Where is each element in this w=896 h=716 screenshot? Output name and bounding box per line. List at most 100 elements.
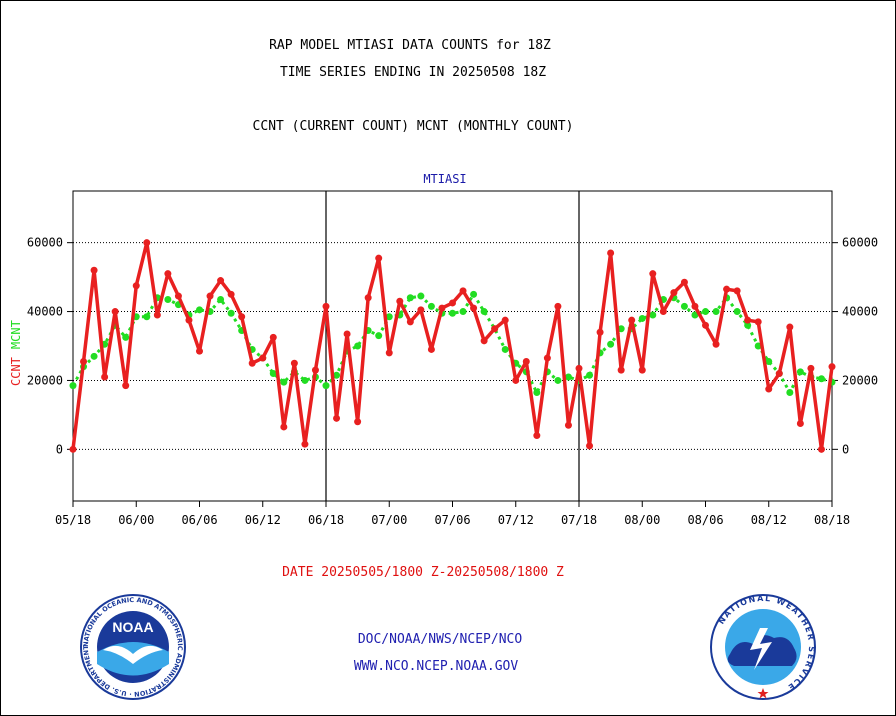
data-point-ccnt (301, 440, 309, 448)
data-point-ccnt (164, 270, 172, 278)
data-point-ccnt (174, 292, 182, 300)
data-point-mcnt (322, 382, 330, 390)
data-point-ccnt (564, 421, 572, 429)
data-point-ccnt (638, 366, 646, 374)
data-point-ccnt (333, 414, 341, 422)
data-point-ccnt (607, 249, 615, 257)
data-point-ccnt (512, 376, 520, 384)
data-point-mcnt (586, 371, 594, 379)
data-point-ccnt (723, 285, 731, 293)
x-tick-label: 08/12 (751, 513, 787, 527)
data-point-ccnt (217, 277, 225, 285)
y-tick-label-left: 0 (56, 442, 63, 456)
data-point-mcnt (564, 373, 572, 381)
x-tick-label: 06/06 (181, 513, 217, 527)
data-point-mcnt (406, 294, 414, 302)
credit-line: DOC/NOAA/NWS/NCEP/NCO (357, 632, 523, 647)
data-point-mcnt (354, 342, 362, 350)
data-point-mcnt (786, 389, 794, 396)
data-point-ccnt (628, 316, 636, 324)
data-point-ccnt (807, 364, 815, 372)
data-point-ccnt (417, 306, 425, 314)
y-axis-label-ccnt: CCNT (9, 357, 23, 386)
data-point-ccnt (322, 302, 330, 310)
chart-subtitle: CCNT (CURRENT COUNT) MCNT (MONTHLY COUNT… (252, 119, 574, 134)
data-point-mcnt (217, 296, 225, 303)
data-point-ccnt (227, 290, 235, 298)
data-point-mcnt (385, 313, 393, 321)
data-point-mcnt (744, 321, 752, 329)
data-point-ccnt (143, 239, 151, 247)
data-point-ccnt (269, 333, 277, 341)
data-point-ccnt (427, 345, 435, 353)
data-point-ccnt (575, 364, 583, 372)
data-point-ccnt (596, 328, 604, 336)
data-point-ccnt (364, 294, 372, 302)
data-point-mcnt (375, 332, 383, 340)
data-point-ccnt (80, 358, 88, 365)
data-point-ccnt (101, 373, 109, 381)
chart-title-line2: TIME SERIES ENDING IN 20250508 18Z (279, 65, 547, 80)
data-point-mcnt (617, 325, 625, 333)
data-point-mcnt (69, 382, 77, 390)
data-point-mcnt (607, 340, 615, 348)
data-point-mcnt (196, 306, 203, 314)
data-point-ccnt (311, 366, 319, 374)
data-point-mcnt (143, 313, 151, 321)
data-point-ccnt (238, 313, 246, 321)
x-tick-label: 07/06 (434, 513, 470, 527)
data-point-mcnt (691, 311, 699, 319)
data-point-ccnt (354, 418, 362, 426)
data-point-ccnt (786, 323, 794, 331)
data-point-ccnt (69, 445, 77, 453)
data-point-ccnt (343, 330, 351, 338)
data-point-ccnt (554, 302, 562, 310)
y-tick-label-right: 0 (842, 442, 849, 456)
y-axis-label: CCNT MCNT (9, 320, 23, 386)
y-tick-label-right: 20000 (842, 373, 878, 387)
data-point-mcnt (796, 368, 804, 376)
data-point-mcnt (459, 308, 467, 316)
data-point-ccnt (480, 337, 488, 345)
x-tick-label: 07/18 (561, 513, 597, 527)
data-point-mcnt (333, 371, 341, 379)
data-point-ccnt (543, 354, 551, 362)
chart-title: RAP MODEL MTIASI DATA COUNTS for 18Z (269, 38, 551, 53)
data-point-ccnt (649, 270, 657, 278)
data-point-ccnt (280, 423, 288, 431)
x-tick-label: 06/12 (245, 513, 281, 527)
data-point-ccnt (438, 304, 446, 312)
data-point-mcnt (501, 345, 509, 353)
website-link[interactable]: WWW.NCO.NCEP.NOAA.GOV (353, 659, 519, 674)
data-point-ccnt (765, 385, 773, 393)
data-point-mcnt (164, 296, 172, 303)
data-point-mcnt (269, 370, 277, 378)
data-point-ccnt (449, 299, 456, 307)
x-tick-label: 07/12 (498, 513, 534, 527)
date-range-label: DATE 20250505/1800 Z-20250508/1800 Z (282, 565, 564, 580)
data-point-ccnt (796, 420, 804, 427)
data-point-ccnt (670, 289, 678, 297)
data-point-ccnt (828, 363, 836, 371)
data-point-ccnt (406, 318, 414, 326)
data-point-ccnt (185, 316, 193, 324)
data-point-mcnt (417, 292, 425, 300)
data-point-mcnt (554, 376, 562, 384)
data-point-ccnt (111, 308, 119, 316)
y-tick-label-right: 60000 (842, 236, 878, 250)
data-point-ccnt (586, 442, 594, 450)
x-tick-label: 06/00 (118, 513, 154, 527)
noaa-logo-text: NOAA (112, 619, 153, 635)
y-axis-label-mcnt: MCNT (9, 320, 23, 349)
data-point-ccnt (754, 318, 762, 326)
data-point-ccnt (153, 311, 161, 319)
data-point-mcnt (533, 389, 541, 396)
data-point-mcnt (227, 309, 235, 317)
data-point-mcnt (470, 290, 478, 298)
data-point-ccnt (385, 349, 393, 357)
data-point-ccnt (659, 308, 667, 316)
data-point-mcnt (280, 378, 288, 386)
data-point-ccnt (733, 287, 741, 295)
y-tick-label-right: 40000 (842, 305, 878, 319)
data-point-mcnt (122, 333, 130, 341)
